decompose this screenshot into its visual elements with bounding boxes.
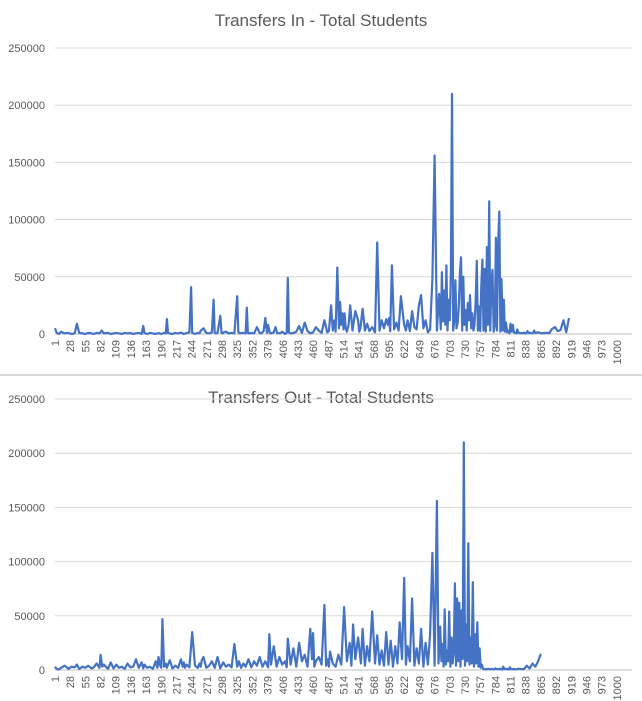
x-tick-label: 973: [597, 340, 609, 358]
x-tick-label: 109: [111, 340, 123, 358]
x-tick-label: 703: [445, 340, 457, 358]
x-tick-label: 595: [384, 676, 396, 694]
x-tick-label: 811: [506, 340, 518, 358]
x-tick-label: 136: [126, 340, 138, 358]
x-tick-label: 190: [156, 676, 168, 694]
x-tick-label: 514: [339, 340, 351, 358]
x-tick-label: 244: [187, 676, 199, 694]
y-tick-label: 50000: [14, 272, 45, 284]
x-tick-label: 892: [551, 340, 563, 358]
x-tick-label: 298: [217, 340, 229, 358]
x-tick-label: 973: [597, 676, 609, 694]
x-tick-label: 460: [308, 676, 320, 694]
x-tick-label: 568: [369, 676, 381, 694]
chart-title: Transfers In - Total Students: [214, 11, 428, 30]
series-line: [53, 92, 571, 336]
x-tick-label: 298: [217, 676, 229, 694]
x-tick-label: 649: [414, 676, 426, 694]
series-line: [54, 441, 542, 671]
y-tick-label: 150000: [8, 502, 45, 514]
x-tick-label: 82: [96, 340, 108, 352]
x-tick-label: 28: [65, 676, 77, 688]
y-tick-label: 250000: [8, 43, 45, 55]
x-tick-label: 730: [460, 340, 472, 358]
x-tick-label: 433: [293, 340, 305, 358]
y-tick-label: 250000: [8, 394, 45, 406]
x-tick-label: 784: [490, 676, 502, 694]
x-tick-label: 82: [96, 676, 108, 688]
x-tick-label: 622: [399, 676, 411, 694]
x-tick-label: 622: [399, 340, 411, 358]
x-tick-label: 487: [323, 676, 335, 694]
x-tick-label: 946: [581, 340, 593, 358]
x-tick-label: 838: [521, 340, 533, 358]
x-tick-label: 136: [126, 676, 138, 694]
x-tick-label: 757: [475, 676, 487, 694]
x-tick-label: 28: [65, 340, 77, 352]
y-tick-label: 0: [39, 665, 45, 677]
x-tick-label: 514: [339, 676, 351, 694]
y-tick-label: 200000: [8, 448, 45, 460]
plot-area: 0 50000 100000 150000 200000 250000 1 28 55 82 109…: [8, 394, 632, 700]
x-tick-label: 244: [187, 340, 199, 358]
x-tick-label: 919: [566, 340, 578, 358]
x-tick-label: 406: [278, 676, 290, 694]
x-tick-label: 190: [156, 340, 168, 358]
y-tick-label: 100000: [8, 215, 45, 227]
x-tick-label: 109: [111, 676, 123, 694]
x-tick-label: 757: [475, 340, 487, 358]
chart-separator: [0, 374, 642, 376]
chart-title: Transfers Out - Total Students: [208, 388, 434, 407]
x-tick-label: 730: [460, 676, 472, 694]
x-tick-label: 163: [141, 340, 153, 358]
x-tick-label: 379: [263, 676, 275, 694]
x-tick-label: 460: [308, 340, 320, 358]
x-tick-label: 676: [430, 340, 442, 358]
x-tick-label: 163: [141, 676, 153, 694]
x-tick-label: 919: [566, 676, 578, 694]
x-tick-label: 649: [414, 340, 426, 358]
x-tick-label: 217: [171, 340, 183, 358]
x-tick-label: 217: [171, 676, 183, 694]
y-tick-label: 50000: [14, 611, 45, 623]
x-tick-label: 55: [80, 676, 92, 688]
x-tick-label: 1000: [612, 340, 624, 364]
x-tick-label: 541: [354, 340, 366, 358]
x-tick-label: 271: [202, 676, 214, 694]
x-tick-label: 55: [80, 340, 92, 352]
x-tick-label: 568: [369, 340, 381, 358]
x-tick-label: 1: [50, 676, 62, 682]
y-tick-label: 200000: [8, 100, 45, 112]
x-tick-label: 541: [354, 676, 366, 694]
x-tick-label: 325: [232, 676, 244, 694]
y-tick-label: 100000: [8, 557, 45, 569]
x-tick-label: 784: [490, 340, 502, 358]
y-tick-label: 0: [39, 329, 45, 341]
x-tick-label: 892: [551, 676, 563, 694]
x-tick-label: 325: [232, 340, 244, 358]
plot-area: 0 50000 100000 150000 200000 250000 1 28 55 82 109…: [8, 43, 632, 364]
x-tick-label: 595: [384, 340, 396, 358]
chart-transfers-out: Transfers Out - Total Students 0 50000 100…: [0, 376, 642, 701]
x-tick-label: 865: [536, 676, 548, 694]
x-tick-label: 1000: [612, 676, 624, 700]
x-tick-label: 838: [521, 676, 533, 694]
x-tick-label: 811: [506, 676, 518, 694]
x-tick-label: 703: [445, 676, 457, 694]
y-tick-label: 150000: [8, 157, 45, 169]
x-tick-label: 433: [293, 676, 305, 694]
chart-transfers-in: Transfers In - Total Students 0 50000 1000…: [8, 11, 632, 365]
x-tick-label: 406: [278, 340, 290, 358]
x-tick-label: 487: [323, 340, 335, 358]
x-tick-label: 352: [247, 340, 259, 358]
x-tick-label: 946: [581, 676, 593, 694]
x-tick-label: 271: [202, 340, 214, 358]
x-tick-label: 865: [536, 340, 548, 358]
x-tick-label: 676: [430, 676, 442, 694]
x-tick-label: 379: [263, 340, 275, 358]
x-tick-label: 352: [247, 676, 259, 694]
x-tick-label: 1: [50, 340, 62, 346]
